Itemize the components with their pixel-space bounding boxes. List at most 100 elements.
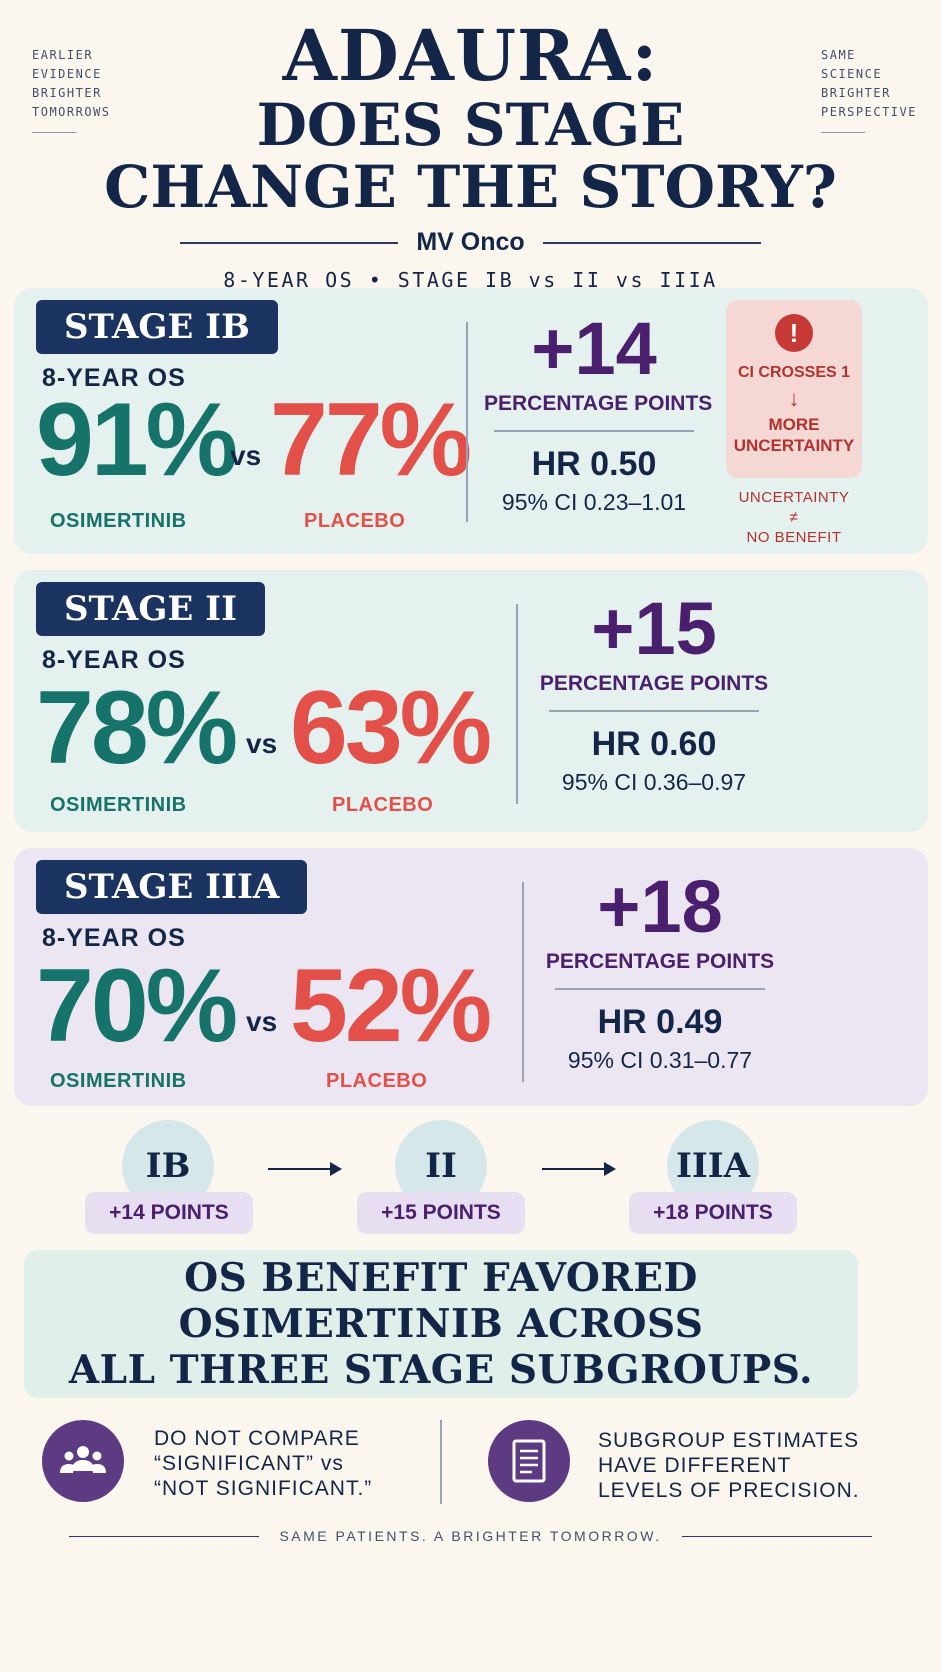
points-chip: +14 POINTS [85,1192,253,1234]
divider [440,1420,442,1504]
divider [180,241,399,244]
confidence-interval: 95% CI 0.36–0.97 [561,769,747,796]
warning-note-line: UNCERTAINTY [738,489,850,506]
corner-line: EARLIER [32,48,94,62]
brand-name: MV Onco [416,228,525,256]
warning-line: MORE [768,415,820,434]
conclusion-line: OS BENEFIT FAVORED [184,1255,698,1301]
corner-line: EVIDENCE [32,67,102,81]
confidence-interval: 95% CI 0.23–1.01 [501,489,687,516]
vs-label: vs [230,440,262,471]
stage-label: STAGE IIIA [36,860,308,914]
delta-value: +14 [531,307,657,390]
stage-stats: +14 PERCENTAGE POINTS HR 0.50 95% CI 0.2… [484,307,713,516]
divider [681,1535,872,1537]
conclusion-line: OSIMERTINIB ACROSS [178,1301,704,1347]
points-chip: +18 POINTS [629,1192,797,1234]
note-line: DO NOT COMPARE [154,1427,360,1450]
not-equal-icon: ≠ [789,509,799,526]
osimertinib-label: OSIMERTINIB [50,1070,187,1092]
divider [555,988,765,990]
title-line-1: ADAURA: [282,14,659,97]
divider [494,430,694,432]
corner-line: TOMORROWS [32,105,111,119]
note-line: HAVE DIFFERENT [598,1454,792,1477]
placebo-value: 63% [290,670,492,786]
corner-tagline-right: SAME SCIENCE BRIGHTER PERSPECTIVE [821,46,917,133]
osimertinib-value: 70% [36,948,238,1064]
warning-line: UNCERTAINTY [733,436,855,455]
hazard-ratio: HR 0.50 [531,445,657,483]
conclusion-line: ALL THREE STAGE SUBGROUPS. [68,1347,814,1393]
warning-note: UNCERTAINTY ≠ NO BENEFIT [726,488,862,548]
corner-line: BRIGHTER [32,86,102,100]
placebo-value: 52% [290,948,492,1064]
corner-rule [821,132,865,133]
divider [542,241,761,244]
corner-line: SCIENCE [821,67,883,81]
exclamation-icon: ! [775,314,813,352]
corner-rule [32,132,76,133]
hazard-ratio: HR 0.60 [591,725,717,763]
uncertainty-warning: ! CI CROSSES 1 ↓ MORE UNCERTAINTY [726,300,862,478]
note-line: LEVELS OF PRECISION. [598,1479,860,1502]
placebo-label: PLACEBO [326,1070,428,1092]
osimertinib-value: 78% [36,670,238,786]
footer: SAME PATIENTS. A BRIGHTER TOMORROW. [0,1528,941,1544]
vs-label: vs [246,728,278,759]
stage-card-iiia: STAGE IIIA 8-YEAR OS 70% vs 52% OSIMERTI… [14,848,928,1106]
stage-stats: +15 PERCENTAGE POINTS HR 0.60 95% CI 0.3… [534,592,774,796]
placebo-value: 77% [270,382,472,498]
document-icon [488,1420,570,1502]
os-label: 8-YEAR OS [42,924,186,952]
osimertinib-label: OSIMERTINIB [50,510,187,532]
stage-stats: +18 PERCENTAGE POINTS HR 0.49 95% CI 0.3… [540,870,780,1074]
stage-card-ii: STAGE II 8-YEAR OS 78% vs 63% OSIMERTINI… [14,570,928,832]
warning-note-line: NO BENEFIT [746,529,842,546]
hazard-ratio: HR 0.49 [597,1003,723,1041]
os-label: 8-YEAR OS [42,364,186,392]
brand-row: MV Onco [0,228,941,257]
divider [516,604,518,804]
page-title: ADAURA: DOES STAGE CHANGE THE STORY? [0,14,941,221]
confidence-interval: 95% CI 0.31–0.77 [567,1047,753,1074]
note-line: “SIGNIFICANT” vs [154,1452,344,1475]
corner-line: SAME [821,48,856,62]
document-glyph [512,1439,546,1483]
title-line-3: CHANGE THE STORY? [104,153,837,221]
stage-card-ib: STAGE IB 8-YEAR OS 91% vs 77% OSIMERTINI… [14,288,928,554]
delta-label: PERCENTAGE POINTS [545,950,775,973]
people-group-glyph [60,1446,106,1473]
warning-line: CI CROSSES 1 [737,364,851,381]
delta-label: PERCENTAGE POINTS [539,672,769,695]
conclusion-banner: OS BENEFIT FAVORED OSIMERTINIB ACROSS AL… [24,1250,858,1398]
note-compare: DO NOT COMPARE “SIGNIFICANT” vs “NOT SIG… [154,1426,372,1501]
stage-label: STAGE II [36,582,265,636]
stage-label: STAGE IB [36,300,278,354]
divider [69,1535,260,1537]
os-label: 8-YEAR OS [42,646,186,674]
osimertinib-value: 91% [36,382,238,498]
title-line-2: DOES STAGE [256,91,685,159]
note-precision: SUBGROUP ESTIMATES HAVE DIFFERENT LEVELS… [598,1428,860,1503]
corner-line: BRIGHTER [821,86,891,100]
corner-line: PERSPECTIVE [821,105,917,119]
arrow-down-icon: ↓ [788,386,800,411]
delta-value: +18 [597,865,723,948]
footer-text: SAME PATIENTS. A BRIGHTER TOMORROW. [279,1528,662,1544]
placebo-label: PLACEBO [332,794,434,816]
delta-value: +15 [591,587,717,670]
divider [522,882,524,1082]
placebo-label: PLACEBO [304,510,406,532]
divider [466,322,468,522]
vs-label: vs [246,1006,278,1037]
arrow-right-icon [542,1162,616,1176]
divider [549,710,759,712]
arrow-right-icon [268,1162,342,1176]
osimertinib-label: OSIMERTINIB [50,794,187,816]
conclusion-text: OS BENEFIT FAVORED OSIMERTINIB ACROSS AL… [69,1255,813,1393]
corner-tagline-left: EARLIER EVIDENCE BRIGHTER TOMORROWS [32,46,111,133]
note-line: “NOT SIGNIFICANT.” [154,1477,373,1500]
delta-label: PERCENTAGE POINTS [484,392,713,415]
people-group-icon [42,1420,124,1502]
